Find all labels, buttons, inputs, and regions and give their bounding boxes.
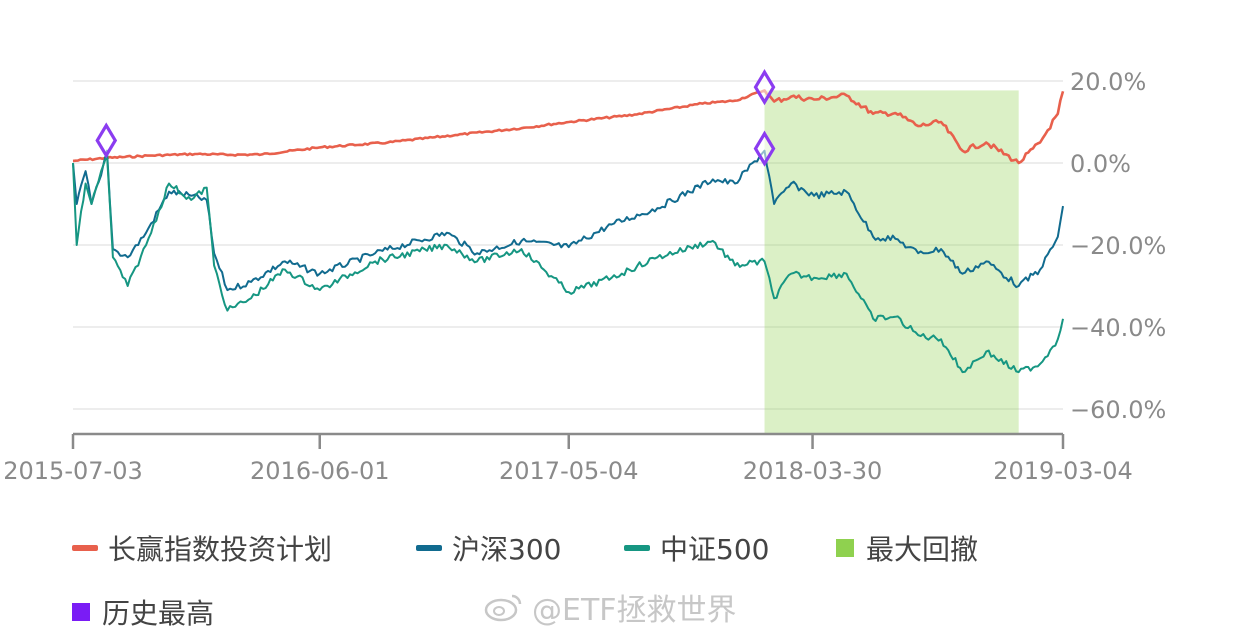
- x-tick-label: 2017-05-04: [499, 457, 638, 485]
- peak-marker-1: [753, 69, 776, 106]
- legend-swatch-hs300: [416, 545, 442, 551]
- series-line-hs300: [72, 149, 1064, 292]
- x-tick-label: 2016-06-01: [250, 457, 389, 485]
- weibo-icon: [484, 594, 522, 622]
- drawdown-rect: [764, 90, 1019, 434]
- y-axis-labels: 20.0% 0.0% −20.0% −40.0% −60.0%: [1070, 68, 1166, 424]
- legend-swatch-drawdown: [836, 539, 854, 557]
- x-axis: [71, 432, 1065, 449]
- y-tick-label: −40.0%: [1070, 314, 1166, 342]
- legend-item-peak[interactable]: 历史最高: [72, 592, 214, 632]
- legend-label-drawdown: 最大回撤: [866, 533, 979, 566]
- watermark: @ETF拯救世界: [484, 585, 737, 629]
- legend-label-zz500: 中证500: [660, 533, 770, 566]
- all-time-high-markers: [95, 69, 776, 167]
- x-tick-label: 2018-03-30: [743, 457, 882, 485]
- legend-item-drawdown[interactable]: 最大回撤: [836, 528, 978, 568]
- legend-swatch-zz500: [624, 545, 650, 551]
- x-tick-label: 2019-03-04: [993, 457, 1132, 485]
- series-line-zz500: [72, 153, 1064, 374]
- legend-label-hs300: 沪深300: [452, 533, 562, 566]
- legend-label-peak: 历史最高: [102, 597, 215, 630]
- peak-marker-0: [95, 122, 118, 159]
- peak-marker-2: [753, 130, 776, 167]
- y-tick-label: −20.0%: [1070, 232, 1166, 260]
- legend-label-plan: 长赢指数投资计划: [108, 533, 333, 566]
- y-tick-label: 20.0%: [1070, 68, 1146, 96]
- series-lines: [72, 89, 1065, 374]
- y-tick-label: −60.0%: [1070, 396, 1166, 424]
- x-axis-labels: 2015-07-03 2016-06-01 2017-05-04 2018-03-30…: [3, 457, 1132, 485]
- legend-item-plan[interactable]: 长赢指数投资计划: [72, 528, 332, 568]
- x-tick-label: 2015-07-03: [3, 457, 142, 485]
- legend-item-zz500[interactable]: 中证500: [624, 528, 769, 568]
- legend-swatch-peak: [72, 603, 90, 621]
- legend-item-hs300[interactable]: 沪深300: [416, 528, 561, 568]
- series-line-plan: [72, 89, 1065, 165]
- watermark-text: @ETF拯救世界: [532, 593, 737, 628]
- max-drawdown-region: [764, 90, 1019, 434]
- y-tick-label: 0.0%: [1070, 150, 1131, 178]
- line-chart: 20.0%0.0%−20.0%−40.0%−60.0% 2015-07-03 20…: [3, 68, 1166, 485]
- legend-swatch-plan: [72, 545, 98, 551]
